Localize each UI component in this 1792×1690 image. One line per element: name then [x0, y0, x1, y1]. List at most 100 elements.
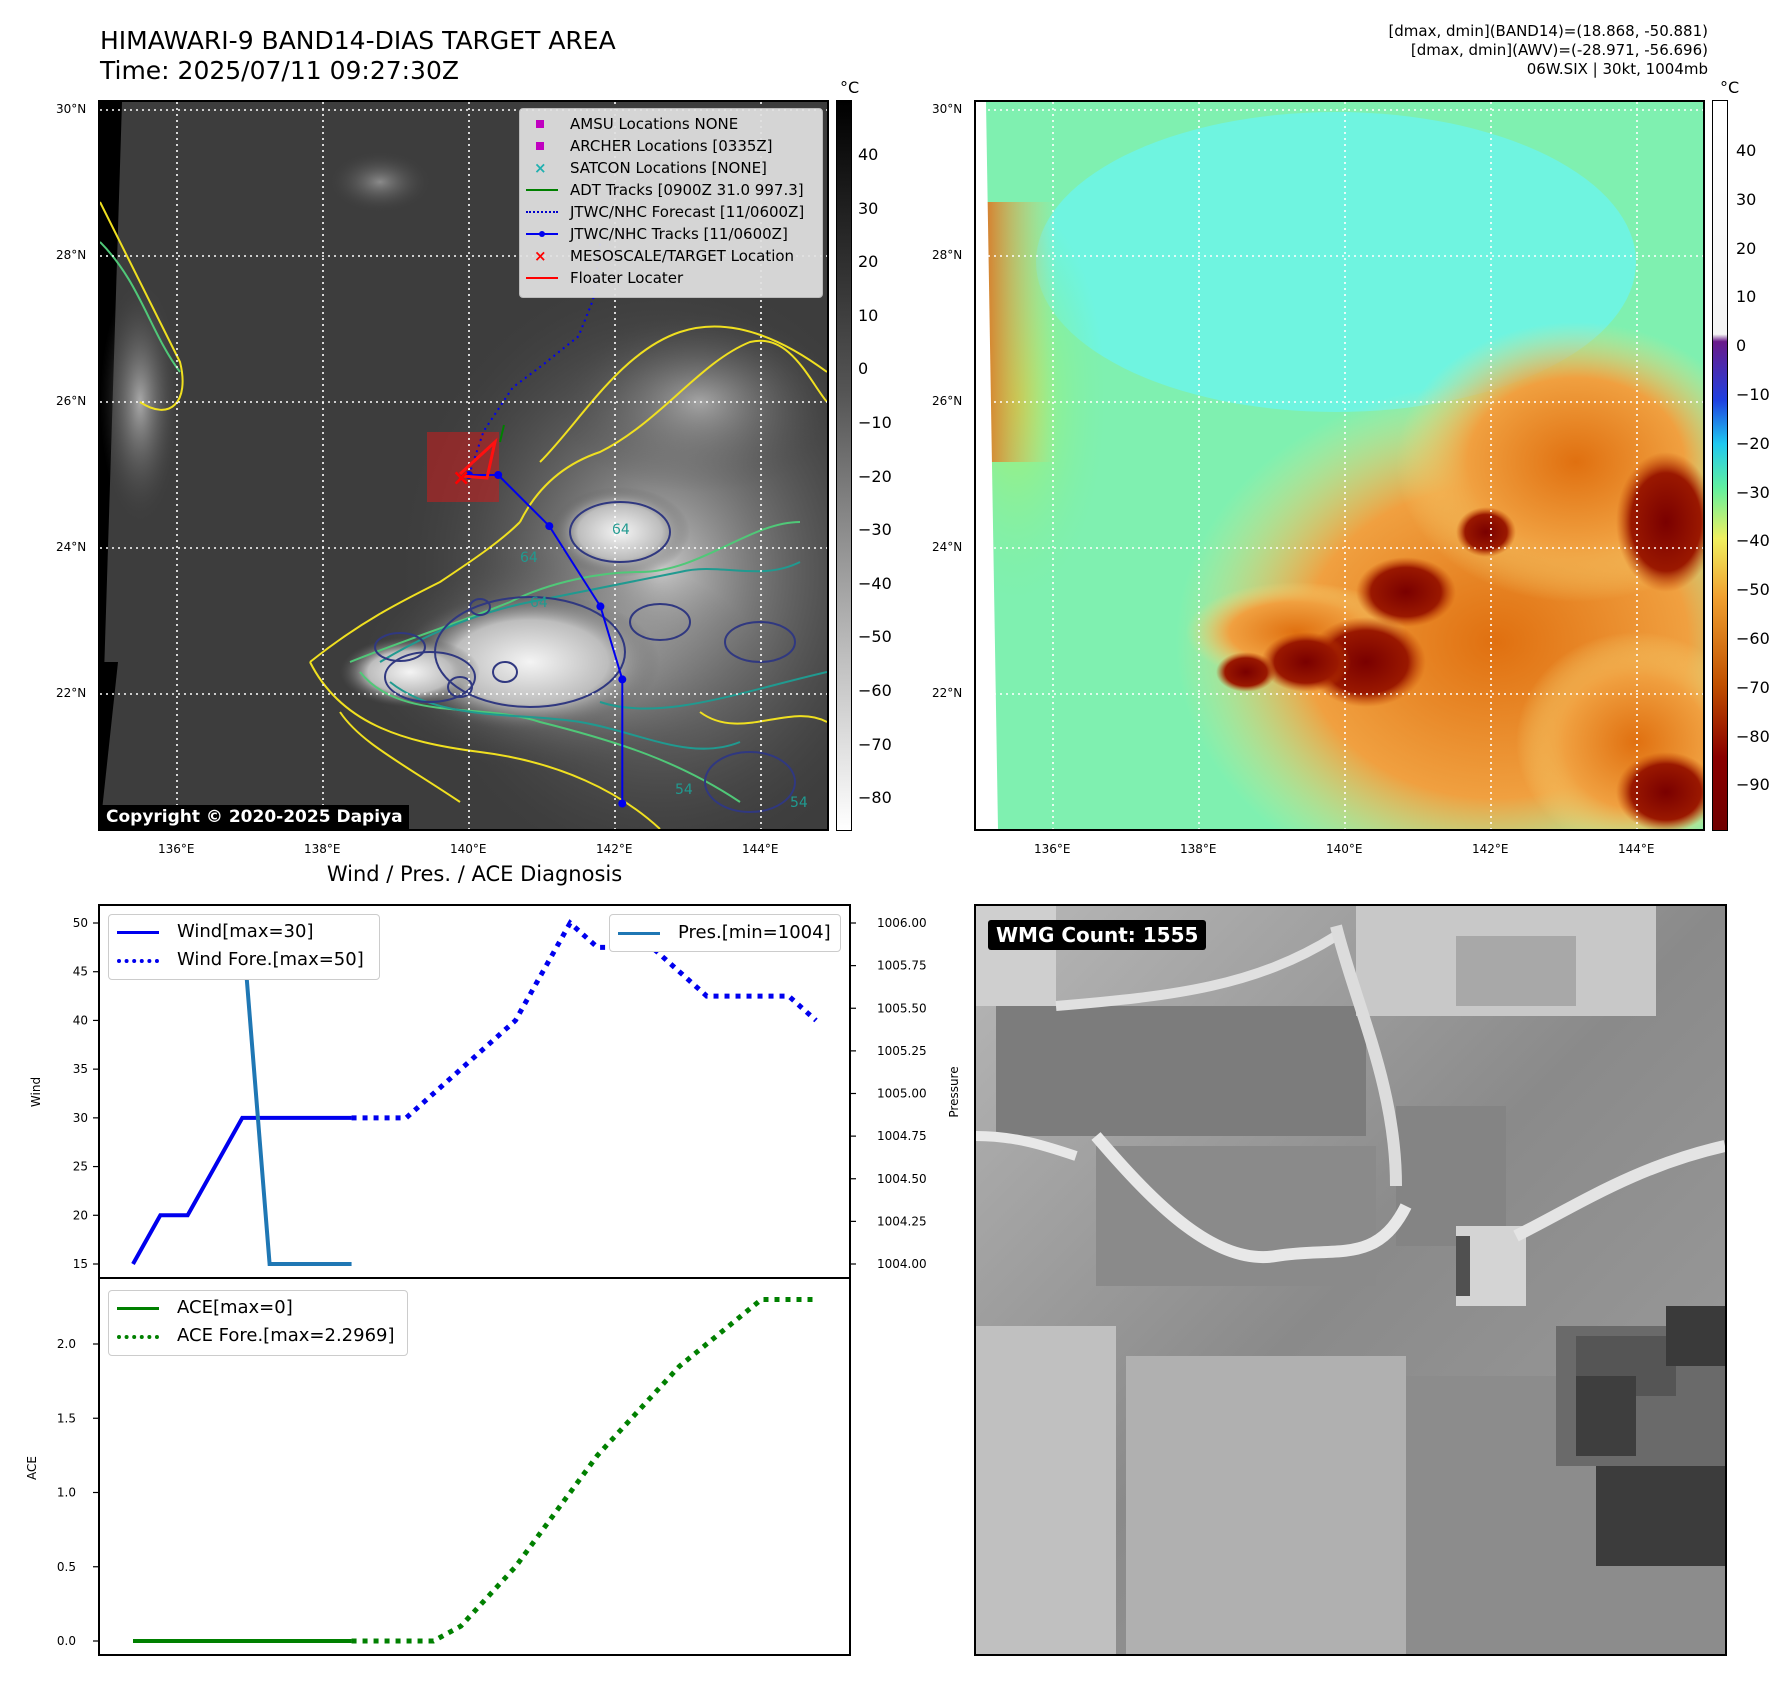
awv-range: [dmax, dmin](AWV)=(-28.971, -56.696): [1410, 41, 1708, 59]
map-legend: AMSU Locations NONE ARCHER Locations [03…: [519, 108, 823, 298]
wind-tick-label: 30: [73, 1111, 88, 1125]
pressure-tick-label: 1005.25: [877, 1044, 927, 1058]
jtwc-track-layer: [465, 241, 627, 808]
awv-colorbar-unit: °C: [1720, 78, 1740, 97]
pressure-tick-label: 1004.00: [877, 1257, 927, 1271]
awv-map-panel: [974, 100, 1705, 831]
dmax-dmin-info: [dmax, dmin](BAND14)=(18.868, -50.881) […: [1388, 22, 1708, 79]
line-marker-icon: [117, 1307, 159, 1310]
pressure-tick-label: 1006.00: [877, 916, 927, 930]
colorbar-tick-label: −60: [858, 681, 892, 700]
figure-time: Time: 2025/07/11 09:27:30Z: [100, 56, 459, 85]
pressure-tick-label: 1004.75: [877, 1129, 927, 1143]
track-point: [545, 522, 554, 531]
mesoscale-target-marker: ×: [452, 466, 470, 491]
adt-track-line: [499, 424, 505, 443]
pressure-tick-label: 1004.25: [877, 1214, 927, 1228]
wind-legend: Wind[max=30] Wind Fore.[max=50]: [108, 914, 380, 980]
lat-label: 24°N: [932, 540, 963, 554]
track-point: [618, 799, 627, 808]
dotted-line-icon: [117, 1335, 159, 1339]
wmg-image: [976, 906, 1725, 1654]
ace-tick-label: 1.0: [57, 1486, 76, 1500]
storm-info: 06W.SIX | 30kt, 1004mb: [1526, 60, 1708, 78]
ace-legend: ACE[max=0] ACE Fore.[max=2.2969]: [108, 1290, 408, 1356]
colorbar-tick-label: −10: [1736, 385, 1770, 404]
lat-label: 28°N: [56, 248, 87, 262]
lat-label: 26°N: [932, 394, 963, 408]
colorbar-tick-label: 40: [1736, 141, 1757, 160]
awv-map: [976, 102, 1703, 829]
line-marker-icon: [526, 277, 558, 279]
wmg-panel: WMG Count: 1555: [974, 904, 1727, 1656]
colorbar-tick-label: 30: [1736, 189, 1757, 209]
figure-title: HIMAWARI-9 BAND14-DIAS TARGET AREA: [100, 26, 616, 55]
wind-tick-label: 25: [73, 1160, 88, 1174]
floater-locater-line: [458, 437, 498, 480]
ir-colorbar-unit: °C: [840, 78, 860, 97]
lon-label: 142°E: [1472, 842, 1509, 856]
diagnosis-frame: [98, 904, 851, 1656]
colorbar-tick-label: 10: [1736, 287, 1757, 307]
track-point: [596, 602, 605, 611]
contour-label: 64: [612, 522, 630, 538]
lat-label: 24°N: [56, 540, 87, 554]
pressure-legend: Pres.[min=1004]: [609, 914, 841, 952]
ir-map-panel: 64 64 64 54 54 × AMSU L: [98, 100, 829, 831]
colorbar-tick-label: −80: [858, 788, 892, 808]
lon-label: 138°E: [304, 842, 341, 856]
wind-axis: 50 45 40 35 30 25 20 15: [73, 916, 98, 1271]
ace-forecast-series-line: [351, 1296, 816, 1644]
line-marker-icon: [117, 931, 159, 934]
wind-tick-label: 15: [73, 1257, 88, 1271]
colorbar-tick-label: 0: [858, 359, 869, 379]
x-marker-icon: ×: [534, 247, 547, 265]
ace-axis-label: ACE: [25, 1456, 39, 1480]
colorbar-tick-label: −40: [858, 573, 892, 593]
lat-label: 30°N: [56, 102, 87, 116]
wind-tick-label: 40: [73, 1013, 88, 1027]
colorbar-tick-label: 0: [1736, 336, 1747, 356]
pressure-tick-label: 1005.50: [877, 1001, 927, 1015]
lon-label: 144°E: [742, 842, 779, 856]
square-marker-icon: [536, 120, 544, 128]
colorbar-tick-label: −50: [858, 627, 892, 647]
lat-label: 22°N: [56, 686, 87, 700]
pressure-tick-label: 1005.75: [877, 959, 927, 973]
wind-series-line: [131, 1115, 352, 1265]
colorbar-tick-label: −50: [1736, 580, 1770, 600]
copyright-badge: Copyright © 2020-2025 Dapiya: [100, 805, 409, 829]
diagnosis-divider: [98, 1277, 851, 1279]
line-marker-icon: [618, 932, 660, 935]
lon-label: 144°E: [1618, 842, 1655, 856]
dotted-line-icon: [526, 211, 558, 213]
ace-axis: 2.0 1.5 1.0 0.5 0.0: [57, 1337, 98, 1648]
colorbar-tick-label: −10: [858, 413, 892, 432]
band14-range: [dmax, dmin](BAND14)=(18.868, -50.881): [1388, 22, 1708, 40]
lat-label: 28°N: [932, 248, 963, 262]
dotted-line-icon: [117, 959, 159, 963]
colorbar-tick-label: 10: [858, 305, 879, 325]
contour-label: 64: [520, 550, 538, 566]
contour-label: 64: [530, 595, 548, 611]
square-marker-icon: [536, 142, 544, 150]
colorbar-tick-label: −40: [1736, 531, 1770, 551]
lon-label: 136°E: [158, 842, 195, 856]
wind-tick-label: 45: [73, 965, 88, 979]
lon-label: 136°E: [1034, 842, 1071, 856]
wmg-count-badge: WMG Count: 1555: [988, 920, 1207, 950]
x-marker-icon: ×: [534, 159, 547, 177]
wind-axis-label: Wind: [29, 1077, 43, 1107]
colorbar-tick-label: 40: [858, 145, 879, 164]
lon-label: 138°E: [1180, 842, 1217, 856]
ace-tick-label: 0.5: [57, 1560, 76, 1574]
series-layer: [131, 919, 818, 1644]
lon-label: 142°E: [596, 842, 633, 856]
lat-label: 30°N: [932, 102, 963, 116]
wind-tick-label: 35: [73, 1062, 88, 1076]
ace-tick-label: 0.0: [57, 1634, 76, 1648]
wind-forecast-series-line: [351, 919, 818, 1121]
colorbar-tick-label: −70: [1736, 677, 1770, 697]
pressure-axis-label: Pressure: [947, 1066, 961, 1117]
track-point: [494, 471, 503, 479]
